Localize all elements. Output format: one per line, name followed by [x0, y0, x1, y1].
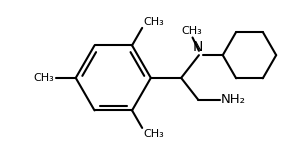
Text: CH₃: CH₃: [143, 129, 164, 139]
Text: NH₂: NH₂: [221, 93, 246, 106]
Text: N: N: [192, 40, 203, 54]
Text: CH₃: CH₃: [143, 17, 164, 27]
Text: CH₃: CH₃: [181, 26, 202, 36]
Text: CH₃: CH₃: [33, 73, 54, 83]
